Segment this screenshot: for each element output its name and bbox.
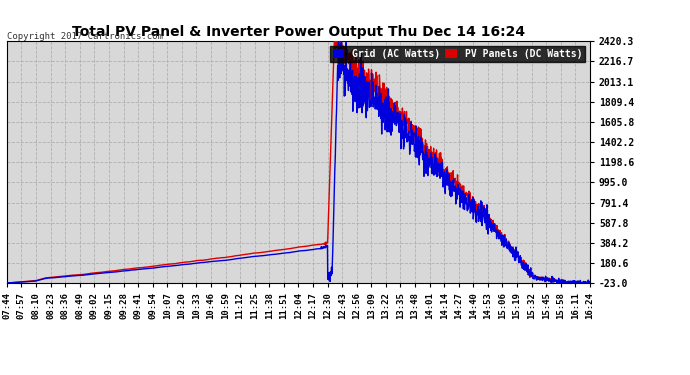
Text: Copyright 2017 Cartronics.com: Copyright 2017 Cartronics.com — [7, 32, 163, 41]
Title: Total PV Panel & Inverter Power Output Thu Dec 14 16:24: Total PV Panel & Inverter Power Output T… — [72, 25, 525, 39]
Legend: Grid (AC Watts), PV Panels (DC Watts): Grid (AC Watts), PV Panels (DC Watts) — [330, 46, 585, 62]
